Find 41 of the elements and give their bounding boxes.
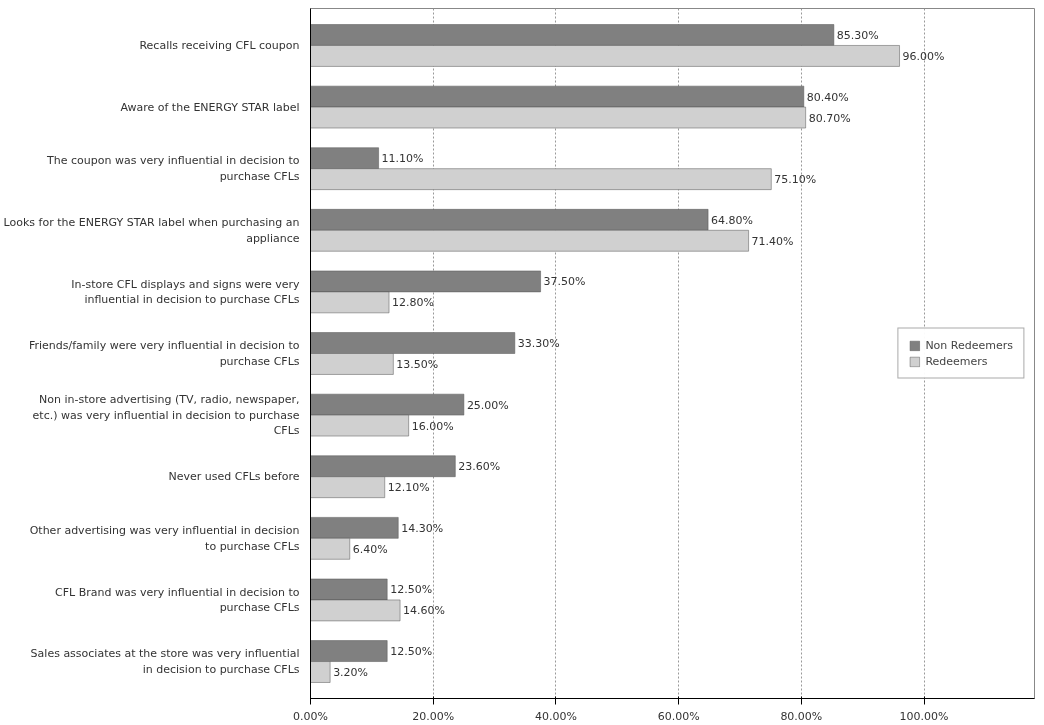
y-tick-label: Sales associates at the store was very influential in decision to purchase CFLs (30, 647, 300, 676)
y-tick-label: Non in-store advertising (TV, radio, newspaper, etc.) was very influential in decision to purchase CFLs (32, 393, 300, 438)
data-label: 85.30% (836, 28, 879, 42)
data-label: 12.80% (392, 296, 434, 310)
x-tick-label: 20.00% (412, 709, 455, 723)
data-label: 12.10% (387, 481, 430, 495)
legend-label: Redeemers (925, 354, 988, 368)
data-label: 37.50% (543, 275, 586, 289)
x-tick-label: 60.00% (657, 709, 700, 723)
y-tick-label: Never used CFLs before (168, 470, 300, 484)
y-tick-label: In-store CFL displays and signs were very influential in decision to purchase CFLs (71, 277, 300, 307)
data-label: 11.10% (381, 152, 424, 166)
data-label: 80.70% (808, 111, 851, 125)
data-label: 23.60% (458, 460, 501, 474)
legend-label: Non Redeemers (925, 338, 1013, 352)
data-label: 25.00% (466, 398, 509, 412)
x-tick-label: 0.00% (293, 709, 328, 723)
y-tick-label: Recalls receiving CFL coupon (139, 38, 300, 52)
y-tick-label: Other advertising was very influential in decision to purchase CFLs (29, 524, 300, 553)
data-label: 80.40% (806, 90, 849, 104)
y-tick-label: Aware of the ENERGY STAR label (120, 100, 300, 114)
data-label: 16.00% (411, 419, 454, 433)
data-label: 12.50% (390, 583, 433, 597)
data-label: 64.80% (711, 213, 754, 227)
data-label: 75.10% (774, 173, 817, 187)
x-tick-label: 40.00% (534, 709, 577, 723)
y-tick-label: Looks for the ENERGY STAR label when purchasing an appliance (3, 215, 300, 245)
data-label: 96.00% (902, 49, 945, 63)
data-label: 3.20% (333, 666, 369, 680)
data-label: 71.40% (751, 234, 794, 248)
y-tick-label: The coupon was very influential in decision to purchase CFLs (46, 154, 300, 183)
data-label: 33.30% (517, 337, 560, 351)
data-label: 6.40% (352, 542, 388, 556)
x-tick-label: 80.00% (780, 709, 823, 723)
y-tick-label: Friends/family were very influential in decision to purchase CFLs (28, 339, 300, 368)
data-label: 12.50% (390, 645, 433, 659)
x-tick-label: 100.00% (899, 709, 949, 723)
data-label: 14.60% (403, 604, 446, 618)
data-label: 13.50% (396, 357, 439, 371)
data-label: 14.30% (401, 521, 444, 535)
y-tick-label: CFL Brand was very influential in decision to purchase CFLs (55, 585, 300, 615)
